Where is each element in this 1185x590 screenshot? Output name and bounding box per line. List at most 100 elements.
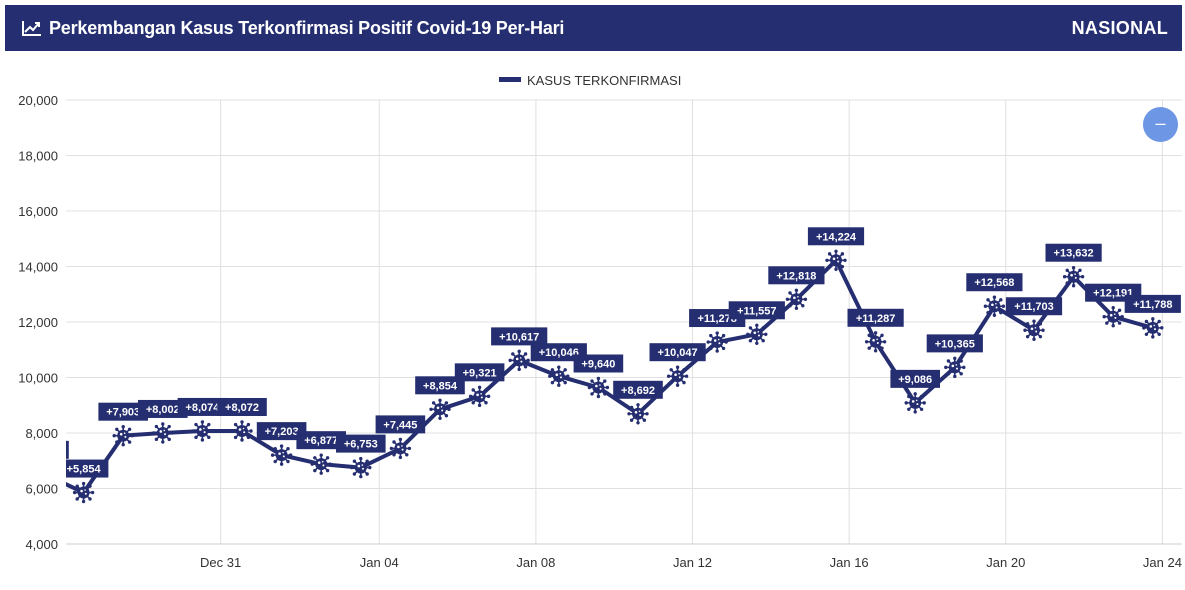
data-point[interactable] — [428, 397, 452, 421]
y-tick-label: 16,000 — [18, 204, 58, 219]
data-label-box — [415, 376, 465, 395]
data-label-box — [1045, 243, 1102, 262]
data-label-text: +10,365 — [935, 338, 975, 350]
data-label-text: +12,818 — [776, 270, 816, 282]
data-label: +10,047 — [649, 343, 706, 362]
data-point[interactable] — [507, 348, 531, 372]
data-label-box — [847, 308, 904, 327]
data-label-box — [649, 343, 706, 362]
data-point[interactable] — [586, 375, 610, 399]
data-label: +6,753 — [336, 434, 386, 453]
virus-marker-icon — [309, 452, 333, 476]
virus-marker-icon — [626, 402, 650, 426]
data-point[interactable] — [982, 294, 1006, 318]
data-label-text: +7,203 — [265, 426, 299, 438]
data-point[interactable] — [864, 330, 888, 354]
x-axis: Dec 31 Jan 04 Jan 08 Jan 12 Jan 16 Jan 20 Jan … — [66, 543, 1182, 570]
data-label-text: +8,854 — [423, 380, 458, 392]
data-label-box — [1005, 297, 1063, 316]
data-point[interactable] — [1101, 305, 1125, 329]
virus-marker-icon — [349, 456, 373, 480]
data-label: +6,877 — [296, 431, 346, 450]
data-label-text: +8,002 — [146, 404, 180, 416]
y-tick-label: 6,000 — [25, 482, 58, 497]
virus-marker-icon — [705, 330, 729, 354]
data-point[interactable] — [824, 248, 848, 272]
data-label: +14,224 — [807, 227, 865, 246]
data-label: +11,287 — [847, 308, 904, 327]
chart-title: Perkembangan Kasus Terkonfirmasi Positif… — [49, 17, 565, 38]
data-label-box — [66, 459, 109, 478]
x-tick-label: Jan 12 — [673, 555, 712, 570]
data-label-text: +6,877 — [304, 435, 338, 447]
virus-marker-icon — [1062, 265, 1086, 289]
data-label: +11,703 — [1005, 297, 1063, 316]
data-point[interactable] — [468, 384, 492, 408]
data-label: +8,692 — [613, 380, 663, 399]
data-point[interactable] — [270, 443, 294, 467]
data-label-text: +6,753 — [344, 439, 378, 451]
data-point[interactable] — [903, 391, 927, 415]
data-label-text: +12,568 — [974, 277, 1014, 289]
legend-label: KASUS TERKONFIRMASI — [527, 73, 681, 88]
data-label-text: +14,224 — [816, 231, 857, 243]
data-label-box — [491, 327, 548, 346]
data-label-text: +10,617 — [499, 331, 539, 343]
y-tick-label: 20,000 — [18, 93, 58, 108]
grid-lines — [66, 99, 1182, 545]
data-label: +10,617 — [491, 327, 548, 346]
data-label-text: +8,692 — [621, 385, 655, 397]
virus-marker-icon — [864, 330, 888, 354]
data-point[interactable] — [151, 421, 175, 445]
data-point[interactable] — [1141, 316, 1165, 340]
data-point[interactable] — [1062, 265, 1086, 289]
x-tick-label: Dec 31 — [200, 555, 241, 570]
data-point[interactable] — [784, 287, 808, 311]
data-point[interactable] — [388, 436, 412, 460]
data-point[interactable] — [666, 364, 690, 388]
data-label: +7,203 — [256, 422, 307, 441]
virus-marker-icon — [824, 248, 848, 272]
data-label: +8,854 — [415, 376, 465, 395]
data-label-text: +12,191 — [1093, 288, 1133, 300]
plot-area: +6,528 +5,854 +7,903 +8,002 +8,074 +8,072 +7,2… — [27, 227, 1181, 505]
data-label: +6,528 — [27, 440, 69, 459]
data-label: +12,568 — [966, 273, 1023, 292]
x-tick-label: Jan 16 — [830, 555, 869, 570]
virus-marker-icon — [1022, 318, 1046, 342]
y-tick-label: 10,000 — [18, 371, 58, 386]
virus-marker-icon — [72, 481, 96, 505]
data-point[interactable] — [72, 481, 96, 505]
data-point[interactable] — [547, 364, 571, 388]
data-label-text: +11,287 — [856, 313, 895, 325]
data-point[interactable] — [943, 355, 967, 379]
data-label-text: +9,321 — [463, 367, 497, 379]
data-label-text: +6,528 — [27, 445, 61, 457]
data-point[interactable] — [705, 330, 729, 354]
data-point[interactable] — [111, 424, 135, 448]
x-tick-label: Jan 04 — [360, 555, 399, 570]
data-label-text: +10,047 — [658, 347, 698, 359]
reset-zoom-button[interactable]: – — [1143, 107, 1178, 142]
series-line — [66, 258, 1154, 495]
data-label-text: +7,445 — [383, 419, 417, 431]
data-point[interactable] — [349, 456, 373, 480]
data-label-box — [926, 334, 983, 353]
data-point[interactable] — [1022, 318, 1046, 342]
virus-marker-icon — [1141, 316, 1165, 340]
minus-icon: – — [1155, 113, 1166, 133]
virus-marker-icon — [745, 322, 769, 346]
chart-legend[interactable]: KASUS TERKONFIRMASI — [499, 73, 681, 88]
scope-label: NASIONAL — [1071, 17, 1168, 38]
data-point[interactable] — [230, 419, 254, 443]
data-label: +10,365 — [926, 334, 983, 353]
data-point[interactable] — [190, 419, 214, 443]
data-point[interactable] — [626, 402, 650, 426]
data-label-text: +9,086 — [898, 374, 932, 386]
data-label: +13,632 — [1045, 243, 1102, 262]
data-label-text: +10,046 — [539, 347, 579, 359]
data-label-box — [98, 402, 148, 421]
data-point[interactable] — [745, 322, 769, 346]
data-point[interactable] — [309, 452, 333, 476]
legend-swatch — [499, 77, 521, 82]
